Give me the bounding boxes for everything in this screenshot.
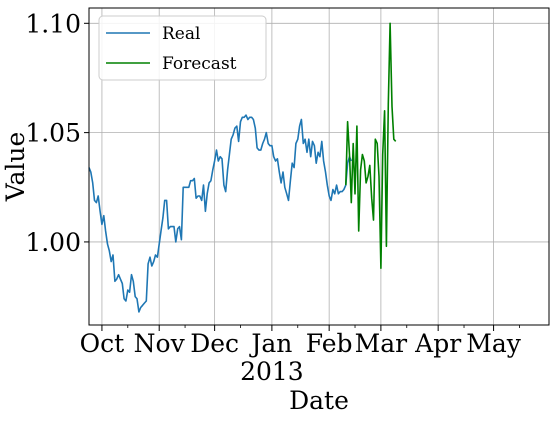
legend: Real Forecast xyxy=(98,15,267,81)
x-tick-label: Apr xyxy=(414,329,461,358)
x-tick-label: Oct xyxy=(80,329,125,358)
x-tick-label: Feb xyxy=(306,329,353,358)
x-tick-label: Dec xyxy=(190,329,239,358)
tick-labels: 1.00 1.05 1.10 Oct Nov Dec Jan Feb Mar Apr May xyxy=(25,9,521,358)
x-axis-title: Date xyxy=(289,386,349,415)
x-tick-label: Jan xyxy=(248,329,292,358)
x-tick-label: May xyxy=(466,329,522,358)
y-axis-title: Value xyxy=(1,132,30,203)
series-line-real xyxy=(88,114,353,313)
x-tick-label: Mar xyxy=(355,329,408,358)
legend-label-real: Real xyxy=(162,24,200,44)
x-tick-label: Nov xyxy=(134,329,186,358)
axis-ticks xyxy=(84,22,520,331)
series-line-forecast xyxy=(345,22,397,270)
legend-label-forecast: Forecast xyxy=(162,54,237,74)
plot-frame xyxy=(88,7,550,326)
series-layer xyxy=(88,22,397,313)
y-tick-label: 1.00 xyxy=(25,228,81,257)
y-tick-label: 1.05 xyxy=(25,119,81,148)
x-year-label: 2013 xyxy=(240,357,304,386)
legend-box xyxy=(98,15,267,81)
y-tick-label: 1.10 xyxy=(25,9,81,38)
